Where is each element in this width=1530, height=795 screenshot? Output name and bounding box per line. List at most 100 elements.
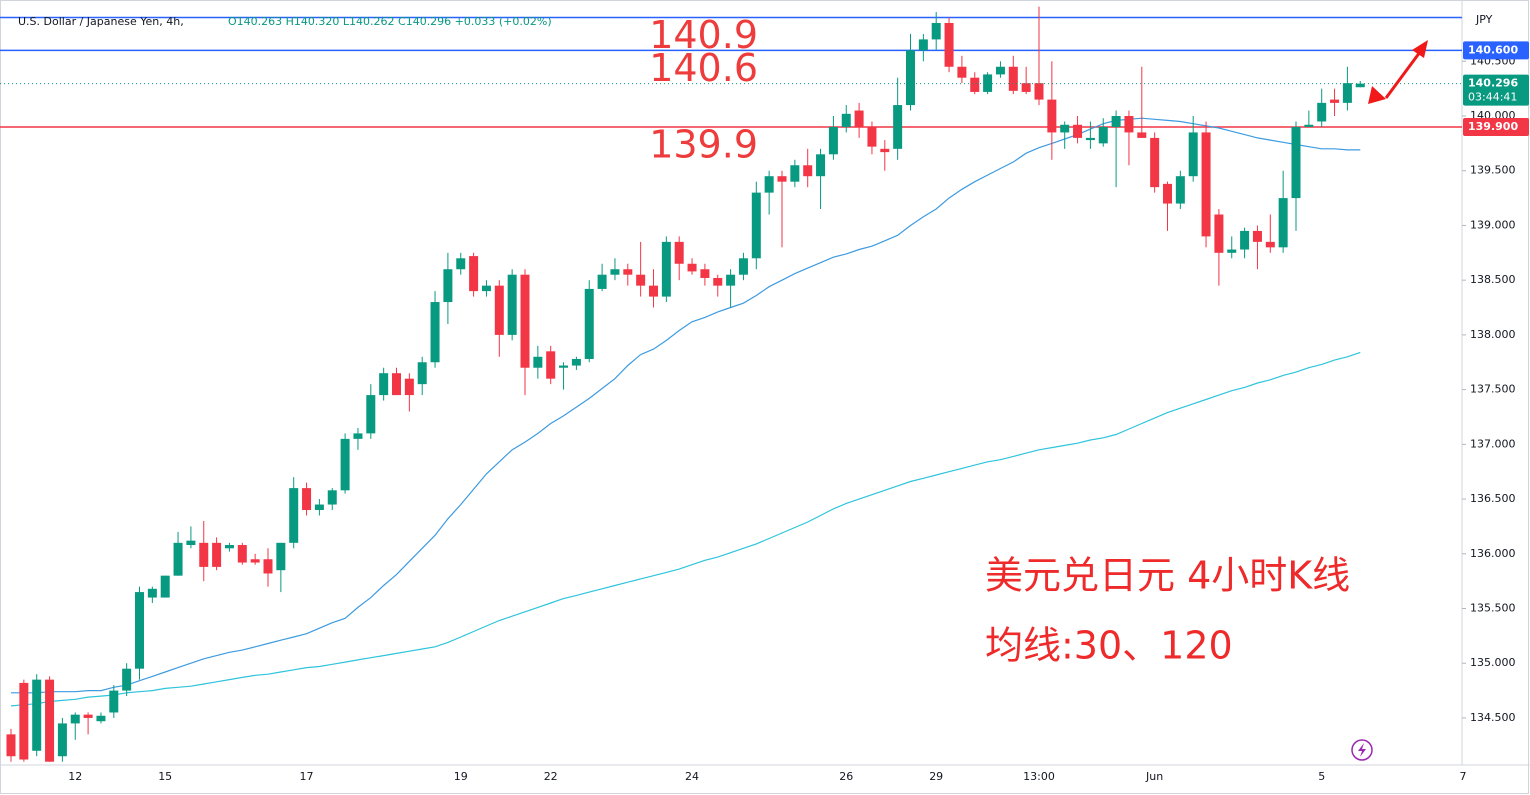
candle-body (918, 39, 928, 51)
x-tick-label: 13:00 (1023, 770, 1055, 783)
candle-body (1163, 183, 1172, 204)
candle-body (597, 274, 607, 289)
candle-body (867, 126, 877, 147)
candle-body (199, 542, 209, 567)
level-price-box (1463, 41, 1529, 60)
x-tick-label: 26 (839, 770, 853, 783)
symbol: U.S. Dollar / Japanese Yen, 4h, (18, 15, 184, 28)
x-tick-label: 24 (685, 770, 699, 783)
candle-body (1021, 83, 1031, 92)
moving-average (10, 351, 1361, 707)
x-tick-label: 15 (158, 770, 172, 783)
candle-body (237, 545, 247, 563)
candle-body (109, 690, 119, 713)
candle-body (1291, 126, 1301, 199)
candle-body (417, 362, 427, 385)
x-tick-label: 12 (68, 770, 82, 783)
candle-body (520, 274, 530, 368)
candle-body (1175, 176, 1185, 204)
candle-body (379, 373, 389, 396)
candle-body (1278, 198, 1288, 248)
candle-body (507, 274, 517, 335)
candle-body (995, 66, 1005, 75)
candle-body (212, 542, 222, 567)
level-price-box (1463, 117, 1529, 136)
level-annotation: 140.9 (649, 13, 758, 57)
candle-body (314, 504, 324, 510)
candle-body (443, 269, 453, 303)
candle-body (1252, 230, 1262, 242)
candle-body (481, 285, 491, 292)
y-tick-label: 138.000 (1470, 328, 1516, 341)
candle-body (726, 274, 736, 286)
y-tick-label: 136.500 (1470, 492, 1516, 505)
candle-body (1355, 83, 1365, 88)
candle-body (546, 351, 556, 379)
candle-body (1111, 116, 1121, 127)
candle-body (392, 373, 401, 396)
candle-body (777, 176, 787, 182)
candle-body (1124, 116, 1134, 133)
lightning-icon[interactable] (1351, 739, 1373, 761)
candle-body (340, 438, 350, 491)
candle-body (636, 274, 646, 286)
subtitle: 均线:30、120 (985, 624, 1233, 668)
y-tick-label: 137.500 (1470, 383, 1516, 396)
candle-body (276, 542, 286, 571)
y-tick-label: 134.500 (1470, 711, 1516, 724)
candle-body (1008, 66, 1018, 91)
title: 美元兑日元 4小时K线 (985, 554, 1350, 598)
ohlc-text: O140.263 H140.320 L140.262 C140.296 +0.0… (228, 15, 552, 28)
candle-body (70, 714, 80, 724)
candle-body (1240, 230, 1250, 250)
candle-body (430, 302, 440, 363)
candle-body (854, 110, 864, 127)
last-price-box (1463, 74, 1529, 106)
candle-body (135, 592, 144, 669)
candle-body (816, 154, 826, 177)
y-tick-label: 139.000 (1470, 218, 1516, 231)
arrow (1368, 40, 1428, 104)
candle-body (1085, 137, 1095, 141)
candle-body (533, 356, 543, 368)
candle-body (224, 545, 234, 549)
candle-body (1150, 137, 1160, 188)
candle-body (6, 734, 16, 757)
candle-body (366, 395, 376, 434)
candle-body (674, 241, 684, 264)
x-tick-label: 19 (454, 770, 468, 783)
candle-body (828, 126, 838, 155)
candle-body (302, 488, 312, 510)
candle-body (289, 488, 299, 543)
candle-body (250, 559, 260, 563)
candle-body (1342, 83, 1352, 103)
level-annotation: 139.9 (649, 122, 758, 166)
level-price-label: 140.600 (1468, 43, 1518, 56)
y-tick-label: 135.500 (1470, 601, 1516, 614)
candle-body (1137, 132, 1147, 138)
candle-body (906, 50, 915, 106)
y-tick-label: 137.000 (1470, 437, 1516, 450)
x-tick-label: 7 (1460, 770, 1467, 783)
candle-body (1317, 102, 1327, 122)
x-tick-label: 22 (544, 770, 558, 783)
candle-body (610, 269, 620, 275)
candle-body (957, 66, 967, 78)
candle-body (1060, 124, 1070, 133)
candle-body (700, 269, 710, 278)
candle-body (764, 176, 774, 193)
x-tick-label: 17 (300, 770, 314, 783)
plot-area (0, 6, 1462, 762)
candle-body (32, 679, 42, 751)
last-price-label: 140.296 (1468, 77, 1518, 90)
candle-body (623, 269, 633, 275)
y-tick-label: 138.500 (1470, 273, 1516, 286)
candle-body (790, 165, 800, 182)
candle-body (353, 433, 363, 439)
candle-body (173, 542, 183, 576)
candle-body (19, 682, 29, 760)
candle-body (1047, 99, 1057, 133)
candle-body (1034, 83, 1044, 100)
candle-body (571, 358, 581, 366)
